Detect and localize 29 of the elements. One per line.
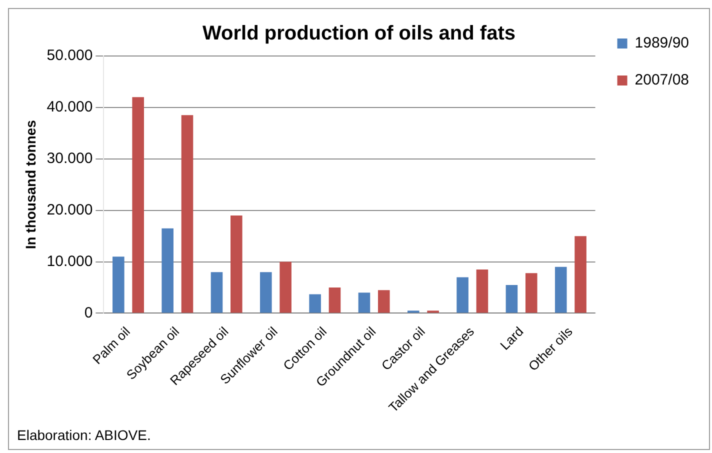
legend-label: 1989/90 [634, 34, 690, 52]
y-tick-label: 20.000 [46, 201, 93, 218]
bar [506, 284, 518, 313]
bar [132, 97, 144, 313]
bar [210, 272, 223, 313]
bar [574, 236, 586, 313]
legend-label: 2007/08 [634, 72, 690, 89]
bar [328, 288, 341, 313]
bar [456, 277, 468, 313]
bar [112, 256, 124, 313]
bar [260, 272, 272, 313]
bar [280, 262, 292, 313]
y-tick-label: 30.000 [46, 150, 93, 168]
bar [378, 290, 390, 313]
y-tick-label: 10.000 [46, 252, 93, 270]
chart-title: World production of oils and fats [202, 22, 516, 45]
text: Elaboration: ABIOVE. [17, 427, 151, 443]
y-tick-label: 0 [84, 304, 93, 322]
y-axis-title: In thousand tonnes [22, 120, 38, 250]
bar [181, 115, 194, 313]
bar [525, 273, 538, 313]
bar [358, 292, 370, 313]
bar [309, 294, 321, 313]
bar [554, 266, 567, 313]
bar [162, 228, 174, 313]
y-tick-label: 50.000 [46, 47, 93, 64]
bar [230, 215, 242, 313]
bar [476, 270, 488, 313]
y-tick-label: 40.000 [46, 98, 93, 116]
